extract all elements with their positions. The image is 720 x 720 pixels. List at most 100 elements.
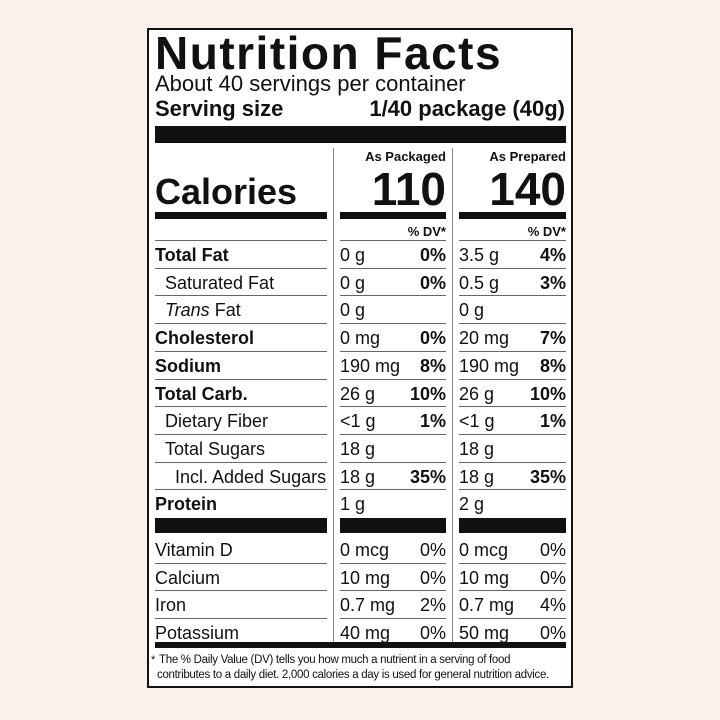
section-rule [459,518,566,533]
section-rule [155,518,327,533]
footnote-marker: * [151,654,156,666]
title: Nutrition Facts [155,27,503,79]
calories-value: 140 [489,163,566,215]
daily-value: 4% [539,595,566,616]
amount: 0 mg [340,328,381,349]
daily-value: 0% [419,245,446,265]
dv-header: % DV* [407,224,446,239]
row-rule [155,295,327,297]
calories-rule [459,212,566,219]
row-rule [340,350,446,352]
daily-value: 35% [529,466,566,487]
amount: 3.5 g [459,245,500,265]
row-rule [155,461,327,463]
row-rule [459,406,566,408]
daily-value: 2% [419,595,446,616]
row-rule [155,590,327,592]
daily-value: 0% [539,567,566,588]
amount: 0 g [340,245,366,265]
row-rule [340,461,446,463]
row-rule [340,489,446,491]
daily-value: 7% [539,328,566,349]
daily-value: 1% [539,411,566,432]
row-rule [340,378,446,380]
row-rule [459,433,566,435]
amount: 18 g [340,438,376,459]
nutrient-name: Cholesterol [155,328,255,349]
daily-value: 4% [539,245,566,265]
section-rule [340,518,446,533]
row-rule [340,562,446,564]
amount: 1 g [340,494,366,515]
amount: 18 g [459,438,495,459]
amount: 0 g [459,300,485,321]
bottom-rule [155,642,566,648]
amount: 10 mg [459,567,510,588]
column-header: As Packaged [365,149,446,164]
amount: 10 mg [340,567,391,588]
row-rule [340,406,446,408]
daily-value: 0% [539,540,566,560]
nutrient-name: Vitamin D [155,540,233,560]
amount: 0 g [340,300,366,321]
row-rule [155,350,327,352]
nutrient-name: Incl. Added Sugars [175,466,327,487]
row-rule [459,378,566,380]
servings: About 40 servings per container [155,71,466,96]
row-rule [459,323,566,325]
row-rule [155,433,327,435]
amount: 0 mcg [459,540,509,560]
footnote-line: contributes to a daily diet. 2,000 calor… [157,669,549,681]
amount: 26 g [459,383,495,404]
amount: 0 mcg [340,540,390,560]
row-rule [155,618,327,620]
calories-value: 110 [371,163,446,215]
nutrient-name: Dietary Fiber [165,411,269,432]
amount: 190 mg [340,355,401,376]
amount: 0.7 mg [340,595,396,616]
daily-value: 0% [539,623,566,644]
daily-value: 0% [419,540,446,560]
row-rule [340,433,446,435]
calories-label: Calories [155,171,298,212]
daily-value: 10% [409,383,446,404]
amount: 0 g [340,272,366,293]
nutrient-name: Sodium [155,355,221,376]
row-rule [155,323,327,325]
daily-value: 0% [419,328,446,349]
column-header: As Prepared [489,149,566,164]
amount: 26 g [340,383,376,404]
amount: <1 g [459,411,495,432]
row-rule [155,378,327,380]
amount: <1 g [340,411,376,432]
row-rule [155,406,327,408]
row-rule [155,240,327,241]
row-rule [459,489,566,491]
amount: 18 g [340,466,376,487]
daily-value: 0% [419,623,446,644]
calories-rule [340,212,446,219]
nutrient-name: Protein [155,494,218,515]
row-rule [459,618,566,620]
daily-value: 1% [419,411,446,432]
amount: 50 mg [459,623,510,644]
nutrient-name: Total Fat [155,245,229,265]
row-rule [459,240,566,241]
row-rule [459,350,566,352]
row-rule [340,590,446,592]
column-divider [333,148,334,642]
row-rule [340,267,446,269]
daily-value: 0% [419,567,446,588]
nutrient-name: Calcium [155,567,221,588]
row-rule [459,295,566,297]
amount: 190 mg [459,355,520,376]
row-rule [459,461,566,463]
nutrient-name: Total Sugars [165,438,266,459]
serving-size-value: 1/40 package (40g) [369,96,565,121]
nutrient-name: Total Carb. [155,383,248,404]
daily-value: 10% [529,383,566,404]
nutrient-name: Saturated Fat [165,272,275,293]
amount: 0.7 mg [459,595,515,616]
amount: 2 g [459,494,485,515]
